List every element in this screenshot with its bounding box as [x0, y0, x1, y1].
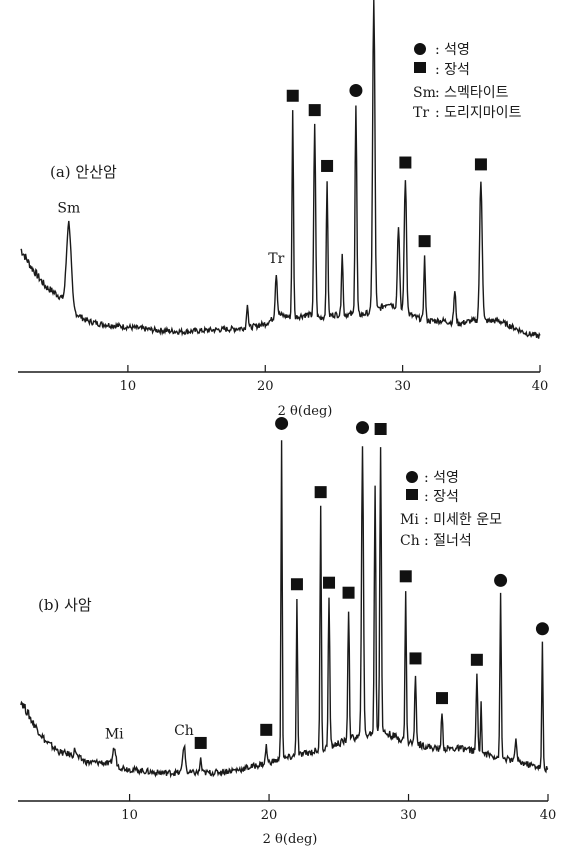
panel-b-x-label: 2 θ(deg)	[263, 832, 318, 847]
quartz-peak-marker	[356, 421, 369, 435]
peak-label-tr: Tr	[268, 251, 284, 267]
panel-b-ticks: 10 20 30 40	[121, 794, 556, 823]
legend-b-circle-icon	[406, 471, 418, 483]
legend-b-mi-symbol: Mi	[400, 512, 419, 528]
legend-b-ch-symbol: Ch	[400, 533, 420, 549]
panel-b-label: (b) 사암	[38, 596, 92, 614]
feldspar-peak-marker	[323, 576, 336, 589]
quartz-peak-marker	[535, 622, 549, 636]
legend-a-sm-symbol: Sm	[413, 85, 436, 101]
x-tick-label: 30	[400, 808, 417, 823]
legend-a-square-icon	[414, 62, 426, 73]
feldspar-peak-marker	[314, 486, 327, 499]
feldspar-peak-marker	[260, 723, 273, 736]
peak-label-sm: Sm	[57, 201, 80, 217]
panel-a-chart: (a) 안산암 2 θ(deg) 10 20 30 40 Sm Tr Sm Tr : 석…	[18, 0, 548, 419]
quartz-peak-marker	[275, 416, 289, 430]
legend-a-tr-symbol: Tr	[413, 105, 429, 121]
feldspar-peak-marker	[399, 156, 412, 169]
legend-a-quartz-label: : 석영	[435, 42, 470, 58]
panel-a-x-label: 2 θ(deg)	[278, 404, 333, 419]
panel-b-legend: Mi Ch : 석영 : 장석 : 미세한 운모 : 절너석	[400, 470, 502, 549]
panel-a-legend: Sm Tr : 석영 : 장석 : 스멕타이트 : 도리지마이트	[413, 42, 522, 121]
feldspar-peak-marker	[399, 570, 412, 583]
feldspar-peak-marker	[436, 692, 448, 705]
legend-b-chlorite-label: : 절너석	[424, 533, 472, 549]
quartz-peak-marker	[494, 573, 508, 587]
legend-b-quartz-label: : 석영	[424, 470, 459, 486]
x-tick-label: 10	[120, 379, 137, 394]
panel-a-trace	[20, 0, 541, 339]
feldspar-peak-marker	[418, 235, 431, 248]
legend-a-circle-icon	[414, 43, 426, 55]
legend-b-feldspar-label: : 장석	[424, 489, 459, 505]
legend-a-tr-label: : 도리지마이트	[435, 105, 522, 121]
feldspar-peak-marker	[321, 159, 334, 172]
quartz-peak-marker	[349, 84, 363, 98]
panel-b-chart: (b) 사암 2 θ(deg) 10 20 30 40 Mi Ch Mi Ch : 석영…	[18, 416, 556, 847]
feldspar-peak-marker	[290, 578, 303, 591]
feldspar-peak-marker	[286, 89, 299, 102]
legend-b-square-icon	[406, 489, 418, 500]
feldspar-peak-marker	[409, 652, 422, 665]
panel-a-ticks: 10 20 30 40	[120, 365, 549, 394]
panel-a-label: (a) 안산암	[50, 163, 117, 181]
x-tick-label: 10	[121, 808, 138, 823]
x-tick-label: 40	[540, 808, 557, 823]
peak-label-ch: Ch	[174, 723, 194, 739]
peak-label-mi: Mi	[105, 726, 124, 742]
x-tick-label: 40	[532, 379, 549, 394]
feldspar-peak-marker	[474, 158, 487, 171]
panel-b-trace	[20, 440, 549, 779]
feldspar-peak-marker	[342, 586, 355, 599]
x-tick-label: 30	[394, 379, 411, 394]
legend-a-feldspar-label: : 장석	[435, 62, 470, 78]
legend-b-mica-label: : 미세한 운모	[424, 512, 502, 528]
feldspar-peak-marker	[470, 653, 483, 666]
panel-b-peak-markers: Mi Ch	[105, 416, 549, 749]
feldspar-peak-marker	[374, 423, 387, 435]
x-tick-label: 20	[257, 379, 274, 394]
panel-a-peak-markers: Sm Tr	[57, 84, 487, 267]
x-tick-label: 20	[261, 808, 278, 823]
feldspar-peak-marker	[308, 104, 321, 117]
legend-a-smectite-label: : 스멕타이트	[435, 85, 509, 101]
feldspar-peak-marker	[194, 736, 207, 749]
